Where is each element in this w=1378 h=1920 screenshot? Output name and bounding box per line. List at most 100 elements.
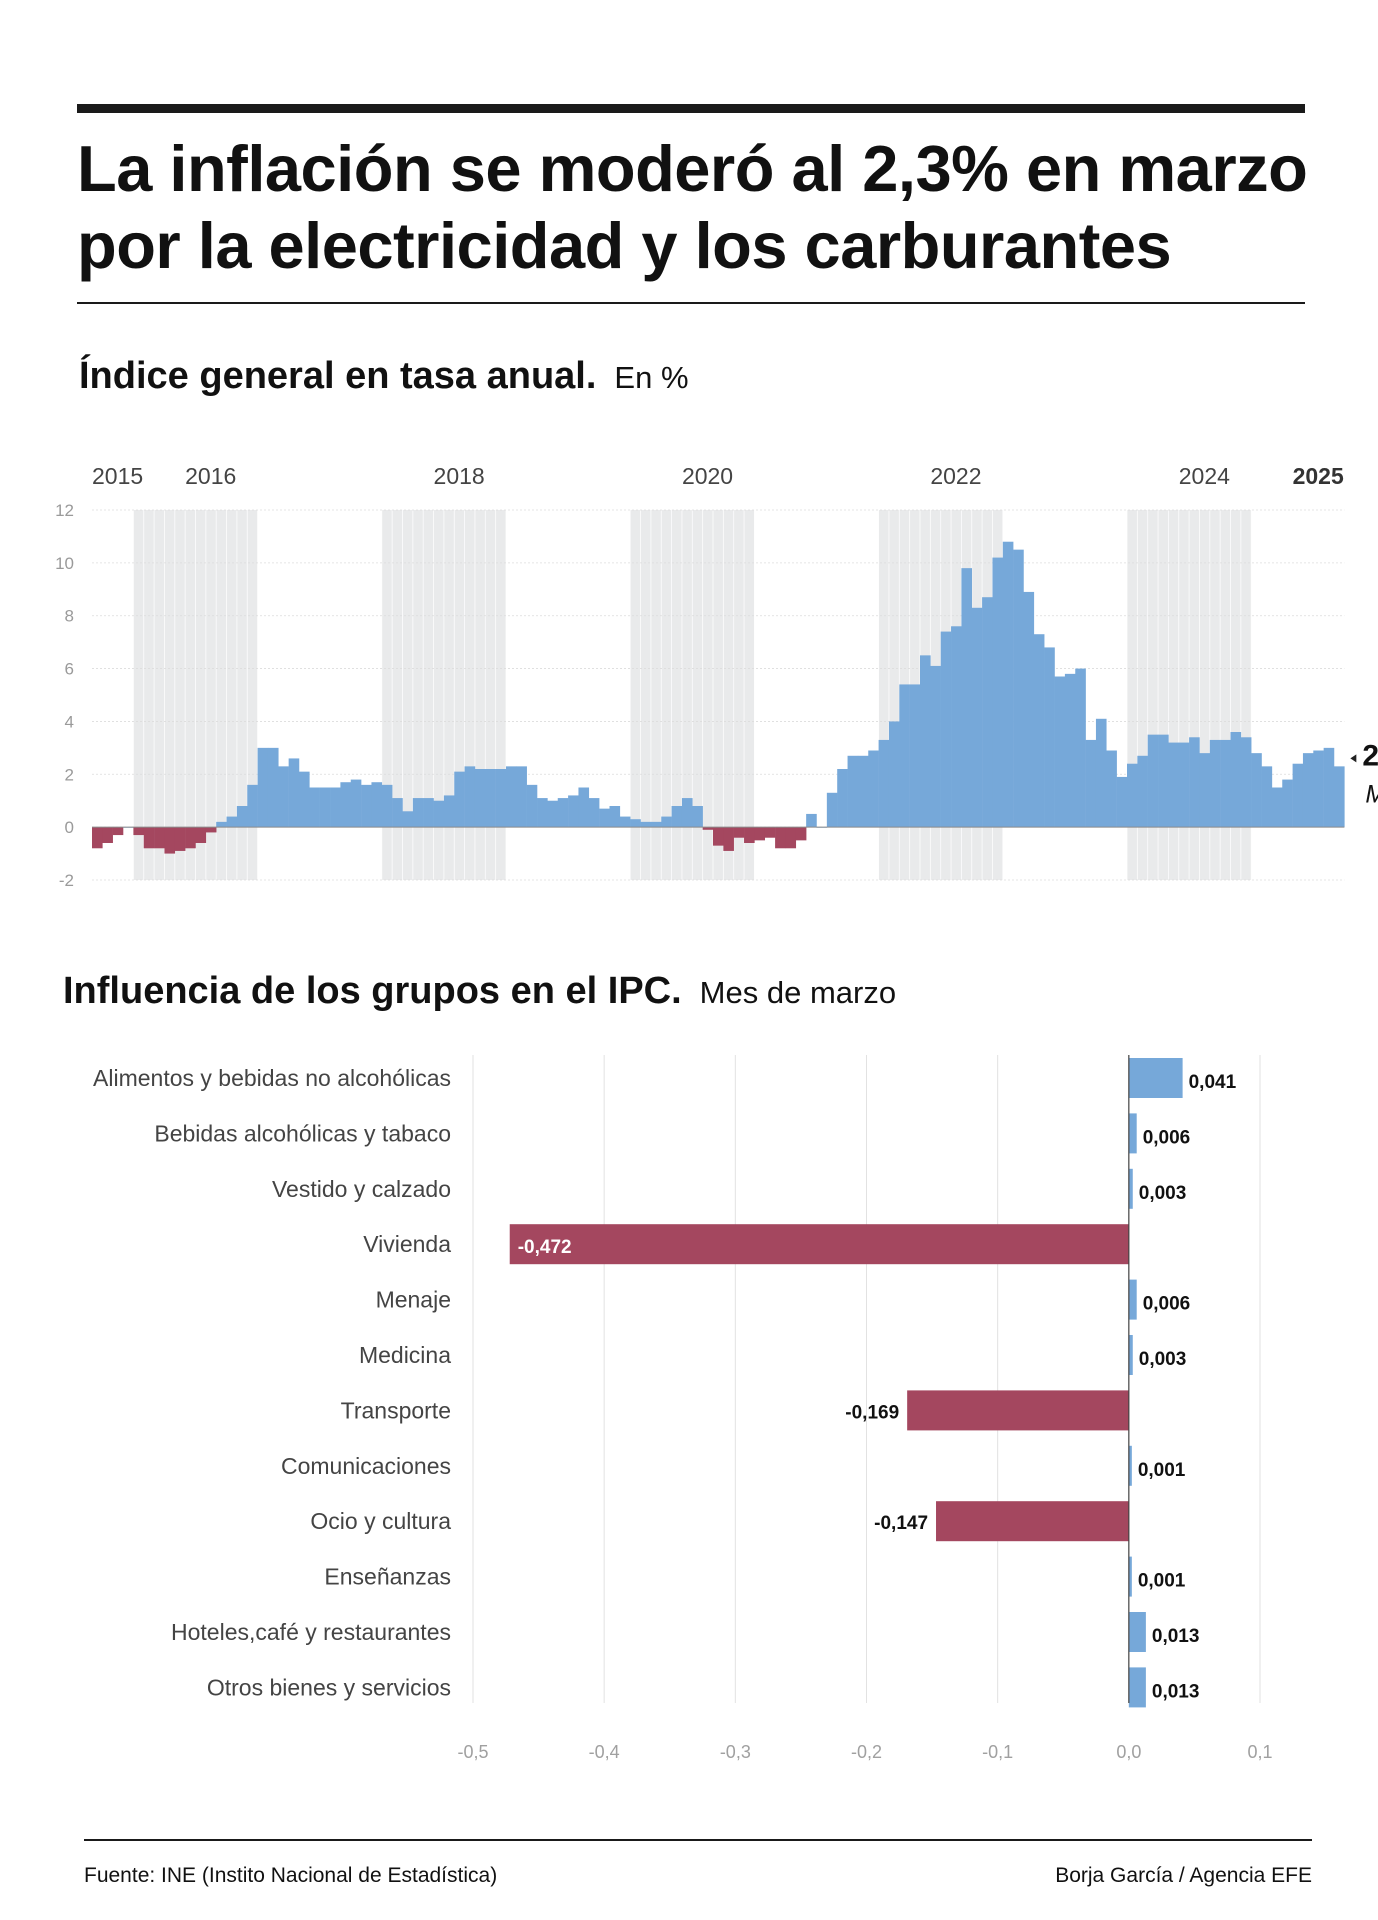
source-credit: Fuente: INE (Instito Nacional de Estadís… [84, 1864, 498, 1887]
inflation-bar [744, 827, 755, 843]
inflation-bar [1292, 763, 1304, 828]
inflation-bar [847, 755, 859, 828]
inflation-bar [806, 813, 817, 828]
x-tick-label: 0,0 [1116, 1742, 1141, 1762]
bars [92, 541, 1345, 854]
x-axis-ticks: 2015 2016 2018 2020 2022 2024 2025 [92, 463, 1344, 489]
inflation-bar [1158, 734, 1169, 828]
inflation-bar [578, 787, 590, 828]
inflation-bar [599, 808, 610, 828]
inflation-bar [795, 827, 807, 841]
inflation-bar [671, 806, 683, 828]
inflation-bar [888, 721, 900, 828]
inflation-bar [1220, 739, 1231, 828]
y-tick-label: 8 [65, 607, 74, 626]
x-tick-label: 2015 [92, 463, 143, 489]
inflation-bar [1116, 776, 1128, 828]
inflation-bar [423, 798, 434, 828]
category-label: Ocio y cultura [310, 1508, 451, 1534]
inflation-bar [143, 827, 155, 849]
inflation-bar [971, 607, 983, 828]
y-tick-label: 0 [65, 818, 74, 837]
category-label: Medicina [359, 1342, 451, 1368]
value-label: -0,472 [518, 1237, 572, 1258]
influence-bar [509, 1224, 1129, 1265]
inflation-bar [1302, 753, 1314, 828]
inflation-bar [319, 787, 331, 828]
inflation-bar [826, 792, 838, 828]
x-tick-label: 2018 [434, 463, 485, 489]
inflation-bar [464, 766, 476, 828]
y-tick-label: 6 [65, 660, 74, 679]
inflation-bar [1199, 753, 1211, 828]
inflation-bar [588, 798, 600, 828]
inflation-bar [1313, 750, 1324, 828]
x-tick-label: -0,1 [982, 1742, 1013, 1762]
inflation-bar [1085, 739, 1097, 828]
inflation-bar [1033, 634, 1045, 828]
category-label: Comunicaciones [281, 1453, 451, 1479]
inflation-bar [1230, 732, 1242, 828]
last-value-annotation: 2,3 Mar [1350, 739, 1378, 808]
inflation-bar [506, 766, 517, 828]
inflation-bar [899, 684, 910, 828]
category-label: Menaje [376, 1287, 451, 1313]
inflation-bar [1064, 673, 1076, 828]
inflation-bar [1106, 750, 1117, 828]
category-label: Hoteles,café y restaurantes [171, 1619, 451, 1645]
inflation-bar [133, 827, 144, 836]
value-label: 0,001 [1138, 1571, 1186, 1592]
inflation-bar [692, 806, 703, 828]
inflation-bar [526, 784, 538, 828]
y-tick-label: 10 [55, 554, 74, 573]
inflation-bar [299, 771, 310, 828]
value-label: 0,001 [1138, 1460, 1186, 1481]
inflation-bar [216, 821, 227, 828]
top-rule [77, 104, 1305, 113]
inflation-bar [754, 827, 765, 841]
x-tick-label: 0,1 [1247, 1742, 1272, 1762]
category-label: Alimentos y bebidas no alcohólicas [93, 1065, 451, 1091]
inflation-bar [288, 758, 300, 828]
bars [509, 1058, 1183, 1708]
inflation-bar [640, 821, 652, 828]
grid-lines [472, 1055, 1261, 1703]
inflation-bar [1178, 742, 1190, 828]
inflation-bar [1189, 737, 1200, 828]
x-axis-ticks: -0,5 -0,4 -0,3 -0,2 -0,1 0,0 0,1 [457, 1742, 1272, 1762]
category-label: Vestido y calzado [272, 1176, 451, 1202]
inflation-bar [236, 806, 248, 828]
inflation-bar [961, 568, 972, 828]
inflation-bar [1334, 766, 1345, 828]
inflation-bar [381, 784, 393, 828]
chart2-subtitle: Mes de marzo [699, 975, 897, 1010]
inflation-bar [1023, 591, 1035, 828]
inflation-bar [102, 827, 113, 843]
inflation-bar [982, 597, 993, 828]
inflation-bar [257, 747, 269, 828]
inflation-bar [681, 798, 693, 828]
inflation-bar [392, 798, 403, 828]
x-tick-label: 2022 [930, 463, 981, 489]
annotation-month: Mar [1365, 780, 1378, 808]
inflation-bar [226, 816, 238, 828]
category-label: Transporte [341, 1397, 451, 1423]
value-label: 0,013 [1152, 1626, 1200, 1647]
inflation-bar [568, 795, 579, 828]
chart1-title: Índice general en tasa anual. En % [79, 355, 689, 398]
inflation-bar [713, 827, 724, 846]
x-tick-label: 2025 [1293, 463, 1344, 489]
inflation-bar [154, 827, 165, 849]
inflation-bar [1127, 763, 1138, 828]
inflation-bar [619, 816, 631, 828]
y-tick-label: 4 [65, 712, 74, 731]
y-axis-ticks: 12 10 8 6 4 2 0 -2 [55, 501, 74, 890]
category-label: Enseñanzas [324, 1564, 451, 1590]
inflation-bar [764, 827, 776, 838]
inflation-bar [1240, 737, 1252, 828]
inflation-bar [868, 750, 879, 828]
inflation-bar [630, 819, 641, 828]
value-label: 0,041 [1189, 1072, 1237, 1093]
chart2-title: Influencia de los grupos en el IPC. Mes d… [63, 970, 896, 1013]
inflation-bar [340, 782, 351, 828]
